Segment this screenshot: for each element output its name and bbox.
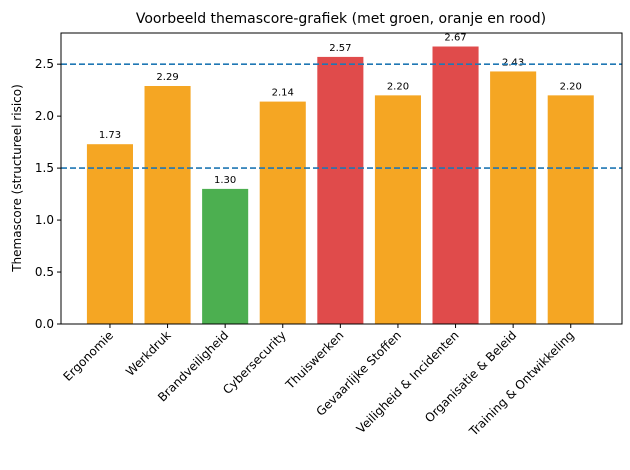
y-tick-label: 0.5 — [35, 265, 54, 279]
value-label: 2.20 — [387, 81, 409, 92]
value-label: 2.57 — [329, 43, 351, 54]
y-tick-label: 0.0 — [35, 317, 54, 331]
bar — [86, 144, 133, 324]
value-label: 2.43 — [502, 57, 524, 68]
value-label: 2.14 — [272, 88, 294, 99]
x-tick-label: Training & Ontwikkeling — [466, 328, 577, 439]
value-label: 1.73 — [99, 130, 121, 141]
x-tick-label: Veiligheid & Incidenten — [354, 328, 462, 436]
bar — [144, 86, 191, 324]
bar — [317, 56, 364, 325]
x-tick-label: Thuiswerken — [282, 328, 346, 392]
value-label: 2.67 — [444, 33, 466, 44]
value-label: 2.20 — [560, 81, 582, 92]
bar — [259, 101, 306, 324]
y-tick-label: 1.0 — [35, 213, 54, 227]
y-axis-label: Themascore (structureel risico) — [10, 84, 24, 273]
x-tick-label: Ergonomie — [60, 328, 116, 384]
bar — [374, 95, 421, 324]
y-tick-label: 2.0 — [35, 109, 54, 123]
bar — [490, 71, 537, 324]
x-tick-label: Werkdruk — [123, 328, 174, 379]
value-label: 1.30 — [214, 175, 236, 186]
y-tick-label: 1.5 — [35, 161, 54, 175]
y-tick-label: 2.5 — [35, 57, 54, 71]
chart-title: Voorbeeld themascore-grafiek (met groen,… — [136, 11, 546, 27]
bar — [432, 46, 479, 325]
bar — [202, 188, 249, 324]
bar — [547, 95, 594, 324]
plot-frame — [60, 32, 623, 325]
value-label: 2.29 — [156, 72, 178, 83]
